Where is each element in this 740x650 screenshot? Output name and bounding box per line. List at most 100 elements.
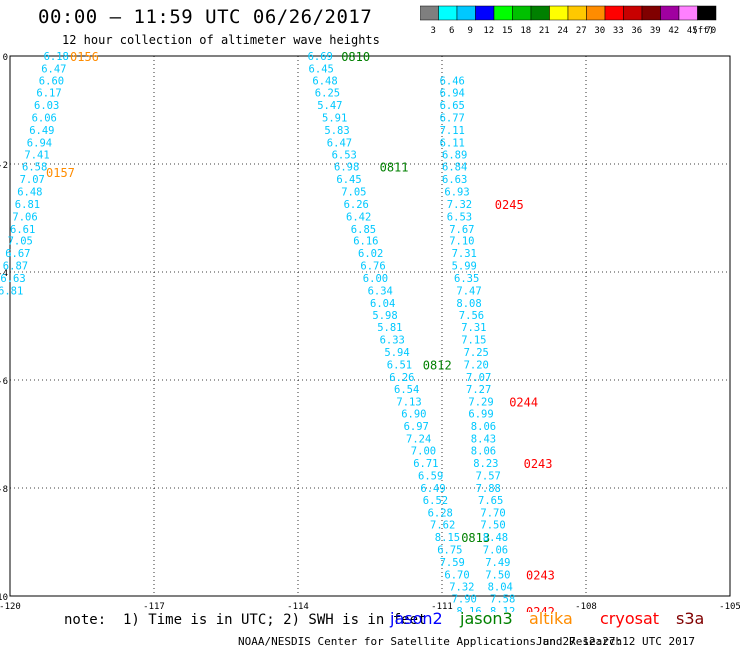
wave-height-value: 6.45 (336, 174, 361, 186)
wave-height-value: 8.08 (456, 298, 481, 310)
wave-height-value: 6.87 (3, 261, 28, 273)
time-label: 0242 (526, 605, 555, 612)
x-tick-label: -117 (143, 602, 165, 612)
wave-height-value: 7.29 (468, 397, 493, 409)
wave-height-value: 6.34 (368, 285, 393, 297)
wave-height-value: 6.60 (39, 75, 64, 87)
wave-height-value: 7.59 (440, 557, 465, 569)
wave-height-value: 6.93 (444, 187, 469, 199)
time-label: 0810 (341, 50, 370, 64)
wave-height-value: 6.54 (394, 384, 419, 396)
x-tick-label: -114 (287, 602, 309, 612)
generated-timestamp: Jun 27 12:27:12 UTC 2017 (536, 635, 695, 648)
wave-height-value: 6.33 (380, 335, 405, 347)
wave-height-value: 6.65 (440, 100, 465, 112)
wave-height-value: 6.49 (420, 483, 445, 495)
wave-height-value: 7.70 (480, 507, 505, 519)
color-scale-label: 36 (631, 26, 642, 36)
wave-height-value: 8.48 (483, 532, 508, 544)
wave-height-value: 6.84 (442, 162, 467, 174)
wave-height-value: 7.07 (20, 174, 45, 186)
wave-height-value: 7.05 (341, 187, 366, 199)
wave-height-value: 8.16 (456, 606, 481, 612)
y-tick-label: -6 (0, 377, 8, 387)
legend-s3a: s3a (676, 609, 705, 628)
wave-height-value: 6.11 (440, 137, 465, 149)
time-label: 0243 (526, 568, 555, 582)
wave-height-value: 5.99 (452, 261, 477, 273)
wave-height-value: 7.31 (461, 322, 486, 334)
wave-height-value: 6.76 (360, 261, 385, 273)
color-scale-label: 9 (468, 26, 473, 36)
color-scale-label: 30 (594, 26, 605, 36)
wave-height-value: 6.58 (22, 162, 47, 174)
color-scale-bar: 3 6 9 12 15 18 21 24 27 30 33 36 39 42 45 70(ft) (420, 5, 717, 36)
wave-height-value: 7.11 (440, 125, 465, 137)
time-label: 0157 (46, 166, 75, 180)
wave-height-value: 6.63 (442, 174, 467, 186)
wave-height-value: 5.83 (324, 125, 349, 137)
wave-height-value: 8.15 (435, 532, 460, 544)
wave-height-value: 6.00 (363, 273, 388, 285)
wave-height-value: 8.12 (490, 606, 515, 612)
x-tick-label: -108 (575, 602, 597, 612)
x-tick-label: -111 (431, 602, 453, 612)
wave-height-value: 6.35 (454, 273, 479, 285)
wave-height-value: 6.90 (401, 408, 426, 420)
wave-height-value: 6.48 (312, 75, 337, 87)
wave-height-value: 7.57 (476, 471, 501, 483)
wave-height-value: 6.59 (418, 471, 443, 483)
wave-height-value: 6.70 (444, 569, 469, 581)
wave-height-value: 6.04 (370, 298, 395, 310)
wave-height-value: 6.28 (428, 507, 453, 519)
color-scale-label: 12 (483, 26, 494, 36)
wave-height-value: 7.05 (8, 236, 33, 248)
wave-height-value: 6.67 (5, 248, 30, 260)
wave-height-value: 6.53 (447, 211, 472, 223)
wave-height-value: 6.26 (344, 199, 369, 211)
wave-height-value: 6.53 (332, 149, 357, 161)
legend-cryosat: cryosat (600, 609, 660, 628)
wave-height-value: 6.77 (440, 113, 465, 125)
y-tick-label: 0 (3, 53, 8, 63)
time-label: 0813 (461, 531, 490, 545)
color-scale-label: 21 (539, 26, 550, 36)
wave-height-value: 7.20 (464, 359, 489, 371)
wave-height-value: 6.63 (0, 273, 25, 285)
wave-height-value: 6.89 (442, 149, 467, 161)
wave-height-value: 7.10 (449, 236, 474, 248)
wave-height-value: 6.02 (358, 248, 383, 260)
y-tick-label: -2 (0, 161, 8, 171)
wave-height-value: 6.16 (353, 236, 378, 248)
legend-jason3: jason3 (460, 609, 513, 628)
wave-height-value: 7.27 (466, 384, 491, 396)
color-scale-label: 18 (520, 26, 531, 36)
wave-height-value: 5.47 (317, 100, 342, 112)
color-scale-label: 24 (557, 26, 568, 36)
color-scale-label: 3 (431, 26, 436, 36)
wave-height-value: 6.25 (315, 88, 340, 100)
wave-height-value: 7.25 (464, 347, 489, 359)
wave-height-value: 6.17 (36, 88, 61, 100)
wave-height-value: 7.31 (452, 248, 477, 260)
color-scale-label: 45 (687, 26, 698, 36)
wave-height-value: 5.94 (384, 347, 409, 359)
wave-height-value: 6.42 (346, 211, 371, 223)
wave-height-value: 7.06 (483, 545, 508, 557)
wave-height-value: 7.49 (485, 557, 510, 569)
color-scale-label: 42 (668, 26, 679, 36)
time-label: 0156 (70, 50, 99, 64)
color-scale-label: 27 (576, 26, 587, 36)
wave-height-value: 7.50 (485, 569, 510, 581)
wave-height-value: 7.62 (430, 520, 455, 532)
wave-height-value: 6.47 (41, 63, 66, 75)
wave-height-value: 5.91 (322, 113, 347, 125)
wave-height-value: 8.06 (471, 446, 496, 458)
wave-height-value: 8.04 (488, 581, 513, 593)
wave-height-value: 5.81 (377, 322, 402, 334)
wave-height-value: 6.94 (27, 137, 52, 149)
wave-height-chart: -120 -117 -114 -111 -108 -105 0 -2 -4 -6 -8 -10 6.18… (0, 50, 740, 612)
note-text: note: 1) Time is in UTC; 2) SWH is in fe… (64, 612, 427, 628)
wave-height-value: 6.98 (334, 162, 359, 174)
color-scale-swatch (697, 5, 717, 21)
